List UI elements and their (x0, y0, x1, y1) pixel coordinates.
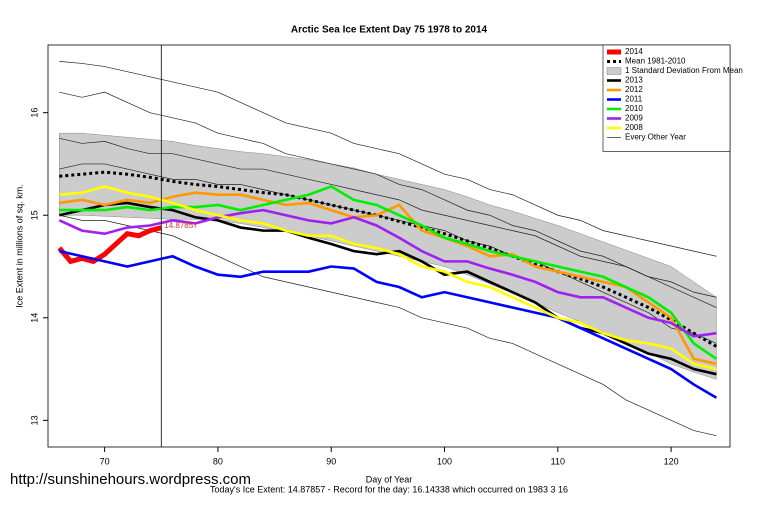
series-line (59, 249, 718, 399)
chart-title: Arctic Sea Ice Extent Day 75 1978 to 201… (291, 25, 488, 36)
y-tick-label: 15 (29, 210, 39, 220)
x-tick-label: 70 (100, 456, 110, 466)
other-year-line (59, 91, 717, 308)
x-tick-label: 110 (551, 456, 565, 466)
footer: Today's Ice Extent: 14.87857 - Record fo… (210, 484, 568, 494)
legend-label: 2014 (625, 47, 643, 56)
series-line (59, 185, 717, 371)
other-year-line (59, 61, 717, 257)
legend-label: 1 Standard Deviation From Mean (625, 66, 743, 75)
x-axis-label: Day of Year (366, 474, 413, 484)
x-tick-label: 80 (213, 456, 223, 466)
y-tick-label: 13 (29, 415, 39, 425)
series-line (59, 170, 718, 348)
plot-frame (47, 44, 731, 448)
series-line (58, 208, 717, 338)
legend-label: 2009 (625, 114, 643, 123)
legend-label: Every Other Year (625, 133, 686, 142)
legend-label: 2011 (625, 95, 643, 104)
legend-label: Mean 1981-2010 (625, 57, 686, 66)
series-line (59, 185, 718, 360)
legend-label: 2008 (625, 123, 643, 132)
other-year-line (59, 137, 717, 298)
legend-swatch (606, 67, 622, 75)
x-tick-label: 120 (664, 456, 679, 466)
legend-label: 2012 (625, 85, 643, 94)
legend-label: 2010 (625, 104, 643, 113)
legend-box (602, 44, 731, 152)
series-line (57, 225, 162, 265)
x-tick-label: 100 (437, 456, 452, 466)
std-band (59, 132, 717, 380)
value-annotation: 14.87857 (164, 221, 198, 230)
other-year-line (59, 214, 717, 437)
y-tick-label: 16 (29, 108, 39, 118)
watermark: http://sunshinehours.wordpress.com (10, 471, 251, 488)
y-tick-label: 14 (29, 313, 39, 323)
y-axis-label: Ice Extent in millions of sq. km. (14, 184, 24, 308)
legend-label: 2013 (625, 76, 643, 85)
x-tick-label: 90 (326, 456, 336, 466)
